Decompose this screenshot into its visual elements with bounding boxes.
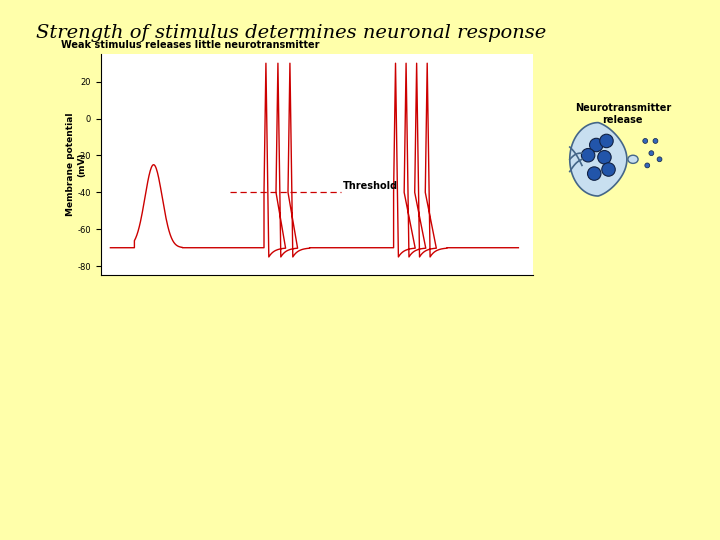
Text: Strength of stimulus determines neuronal response: Strength of stimulus determines neuronal…: [36, 24, 546, 42]
Circle shape: [649, 151, 654, 156]
Circle shape: [602, 163, 616, 176]
Circle shape: [600, 134, 613, 147]
Circle shape: [645, 163, 649, 168]
Circle shape: [657, 157, 662, 162]
Y-axis label: Membrane potential
(mV): Membrane potential (mV): [66, 113, 86, 217]
Circle shape: [588, 167, 601, 180]
Text: Neurotransmitter
release: Neurotransmitter release: [575, 103, 671, 125]
Circle shape: [643, 138, 648, 144]
Text: Threshold: Threshold: [343, 180, 398, 191]
Text: Weak stimulus releases little neurotransmitter: Weak stimulus releases little neurotrans…: [61, 40, 320, 51]
Circle shape: [581, 148, 595, 162]
Ellipse shape: [628, 155, 638, 164]
Circle shape: [598, 151, 611, 164]
Circle shape: [590, 138, 603, 152]
PathPatch shape: [570, 123, 627, 196]
Circle shape: [653, 138, 658, 144]
